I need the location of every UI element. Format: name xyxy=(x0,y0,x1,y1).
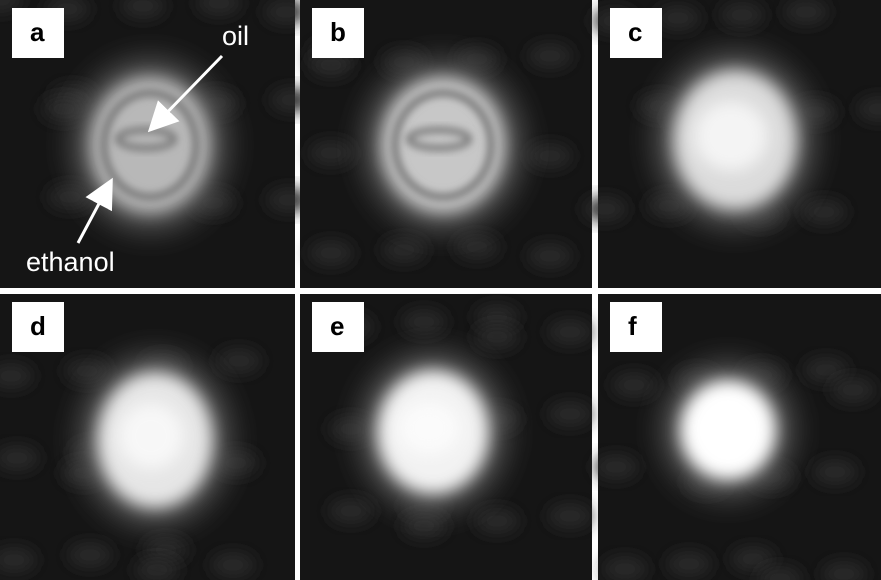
noise xyxy=(784,0,828,24)
noise xyxy=(583,197,627,221)
panel-label: e xyxy=(330,311,344,341)
noise xyxy=(475,325,519,349)
noise xyxy=(528,44,572,68)
panel: e xyxy=(300,294,592,580)
panel-label: f xyxy=(628,311,637,341)
noise xyxy=(475,509,519,533)
oil-label: oil xyxy=(222,21,249,51)
panel: c xyxy=(583,0,881,288)
noise xyxy=(667,552,711,576)
noise xyxy=(603,557,647,580)
panel-label: c xyxy=(628,17,642,47)
core xyxy=(701,411,747,441)
core xyxy=(694,101,768,171)
panel-label: b xyxy=(330,17,346,47)
panel-label: a xyxy=(30,17,45,47)
noise xyxy=(813,460,857,484)
noise xyxy=(309,241,353,265)
noise xyxy=(594,455,638,479)
noise xyxy=(831,378,875,402)
noise xyxy=(217,349,261,373)
noise xyxy=(68,543,112,567)
noise xyxy=(528,144,572,168)
noise xyxy=(804,358,848,382)
panel: a xyxy=(0,0,314,288)
noise xyxy=(731,547,775,571)
noise xyxy=(528,244,572,268)
noise xyxy=(548,320,592,344)
figure-svg: a b c d e f oil ethanol xyxy=(0,0,881,580)
panel: d xyxy=(0,294,295,580)
noise xyxy=(329,499,373,523)
noise xyxy=(802,200,846,224)
noise xyxy=(144,538,188,562)
panel: b xyxy=(300,0,592,288)
noise xyxy=(455,235,499,259)
noise xyxy=(720,3,764,27)
core xyxy=(398,401,460,455)
noise xyxy=(402,310,446,334)
noise xyxy=(548,402,592,426)
noise xyxy=(309,141,353,165)
noise xyxy=(382,238,426,262)
noise xyxy=(402,514,446,538)
noise xyxy=(656,6,700,30)
noise xyxy=(548,504,592,528)
noise xyxy=(612,373,656,397)
noise xyxy=(211,553,255,577)
panel-label: d xyxy=(30,311,46,341)
ethanol-label: ethanol xyxy=(26,247,115,277)
figure: a b c d e f oil ethanol xyxy=(0,0,881,580)
core xyxy=(118,403,184,469)
panel: f xyxy=(594,294,881,580)
